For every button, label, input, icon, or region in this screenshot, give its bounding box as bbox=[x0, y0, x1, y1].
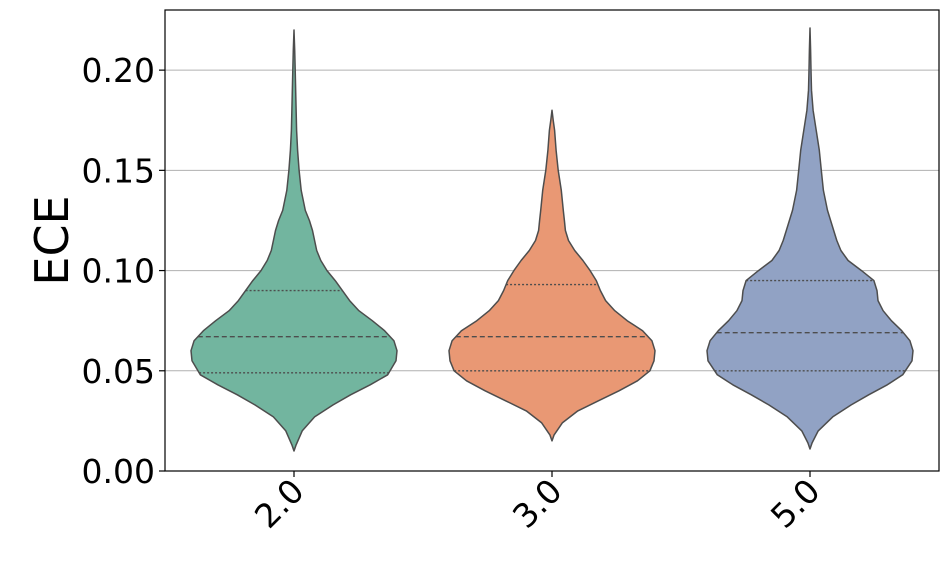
y-tick-label-2: 0.10 bbox=[82, 252, 155, 291]
y-axis-ticks: 0.00 0.05 0.10 0.15 0.20 bbox=[82, 51, 165, 491]
violin-body-2.0 bbox=[190, 29, 398, 452]
y-axis-label: ECE bbox=[25, 195, 79, 285]
violin-body-5.0 bbox=[706, 27, 914, 450]
violin-5.0 bbox=[706, 27, 914, 450]
violin-3.0 bbox=[448, 109, 656, 442]
violin-body-3.0 bbox=[448, 109, 656, 442]
x-tick-label-2: 5.0 bbox=[763, 471, 828, 536]
violins bbox=[190, 27, 914, 452]
y-tick-label-1: 0.05 bbox=[82, 352, 155, 391]
y-tick-label-0: 0.00 bbox=[82, 452, 155, 491]
x-tick-label-0: 2.0 bbox=[247, 471, 312, 536]
x-tick-label-1: 3.0 bbox=[505, 471, 570, 536]
violin-2.0 bbox=[190, 29, 398, 452]
y-tick-label-3: 0.15 bbox=[82, 151, 155, 190]
x-axis-ticks: 2.0 3.0 5.0 bbox=[247, 471, 828, 536]
y-tick-label-4: 0.20 bbox=[82, 51, 155, 90]
